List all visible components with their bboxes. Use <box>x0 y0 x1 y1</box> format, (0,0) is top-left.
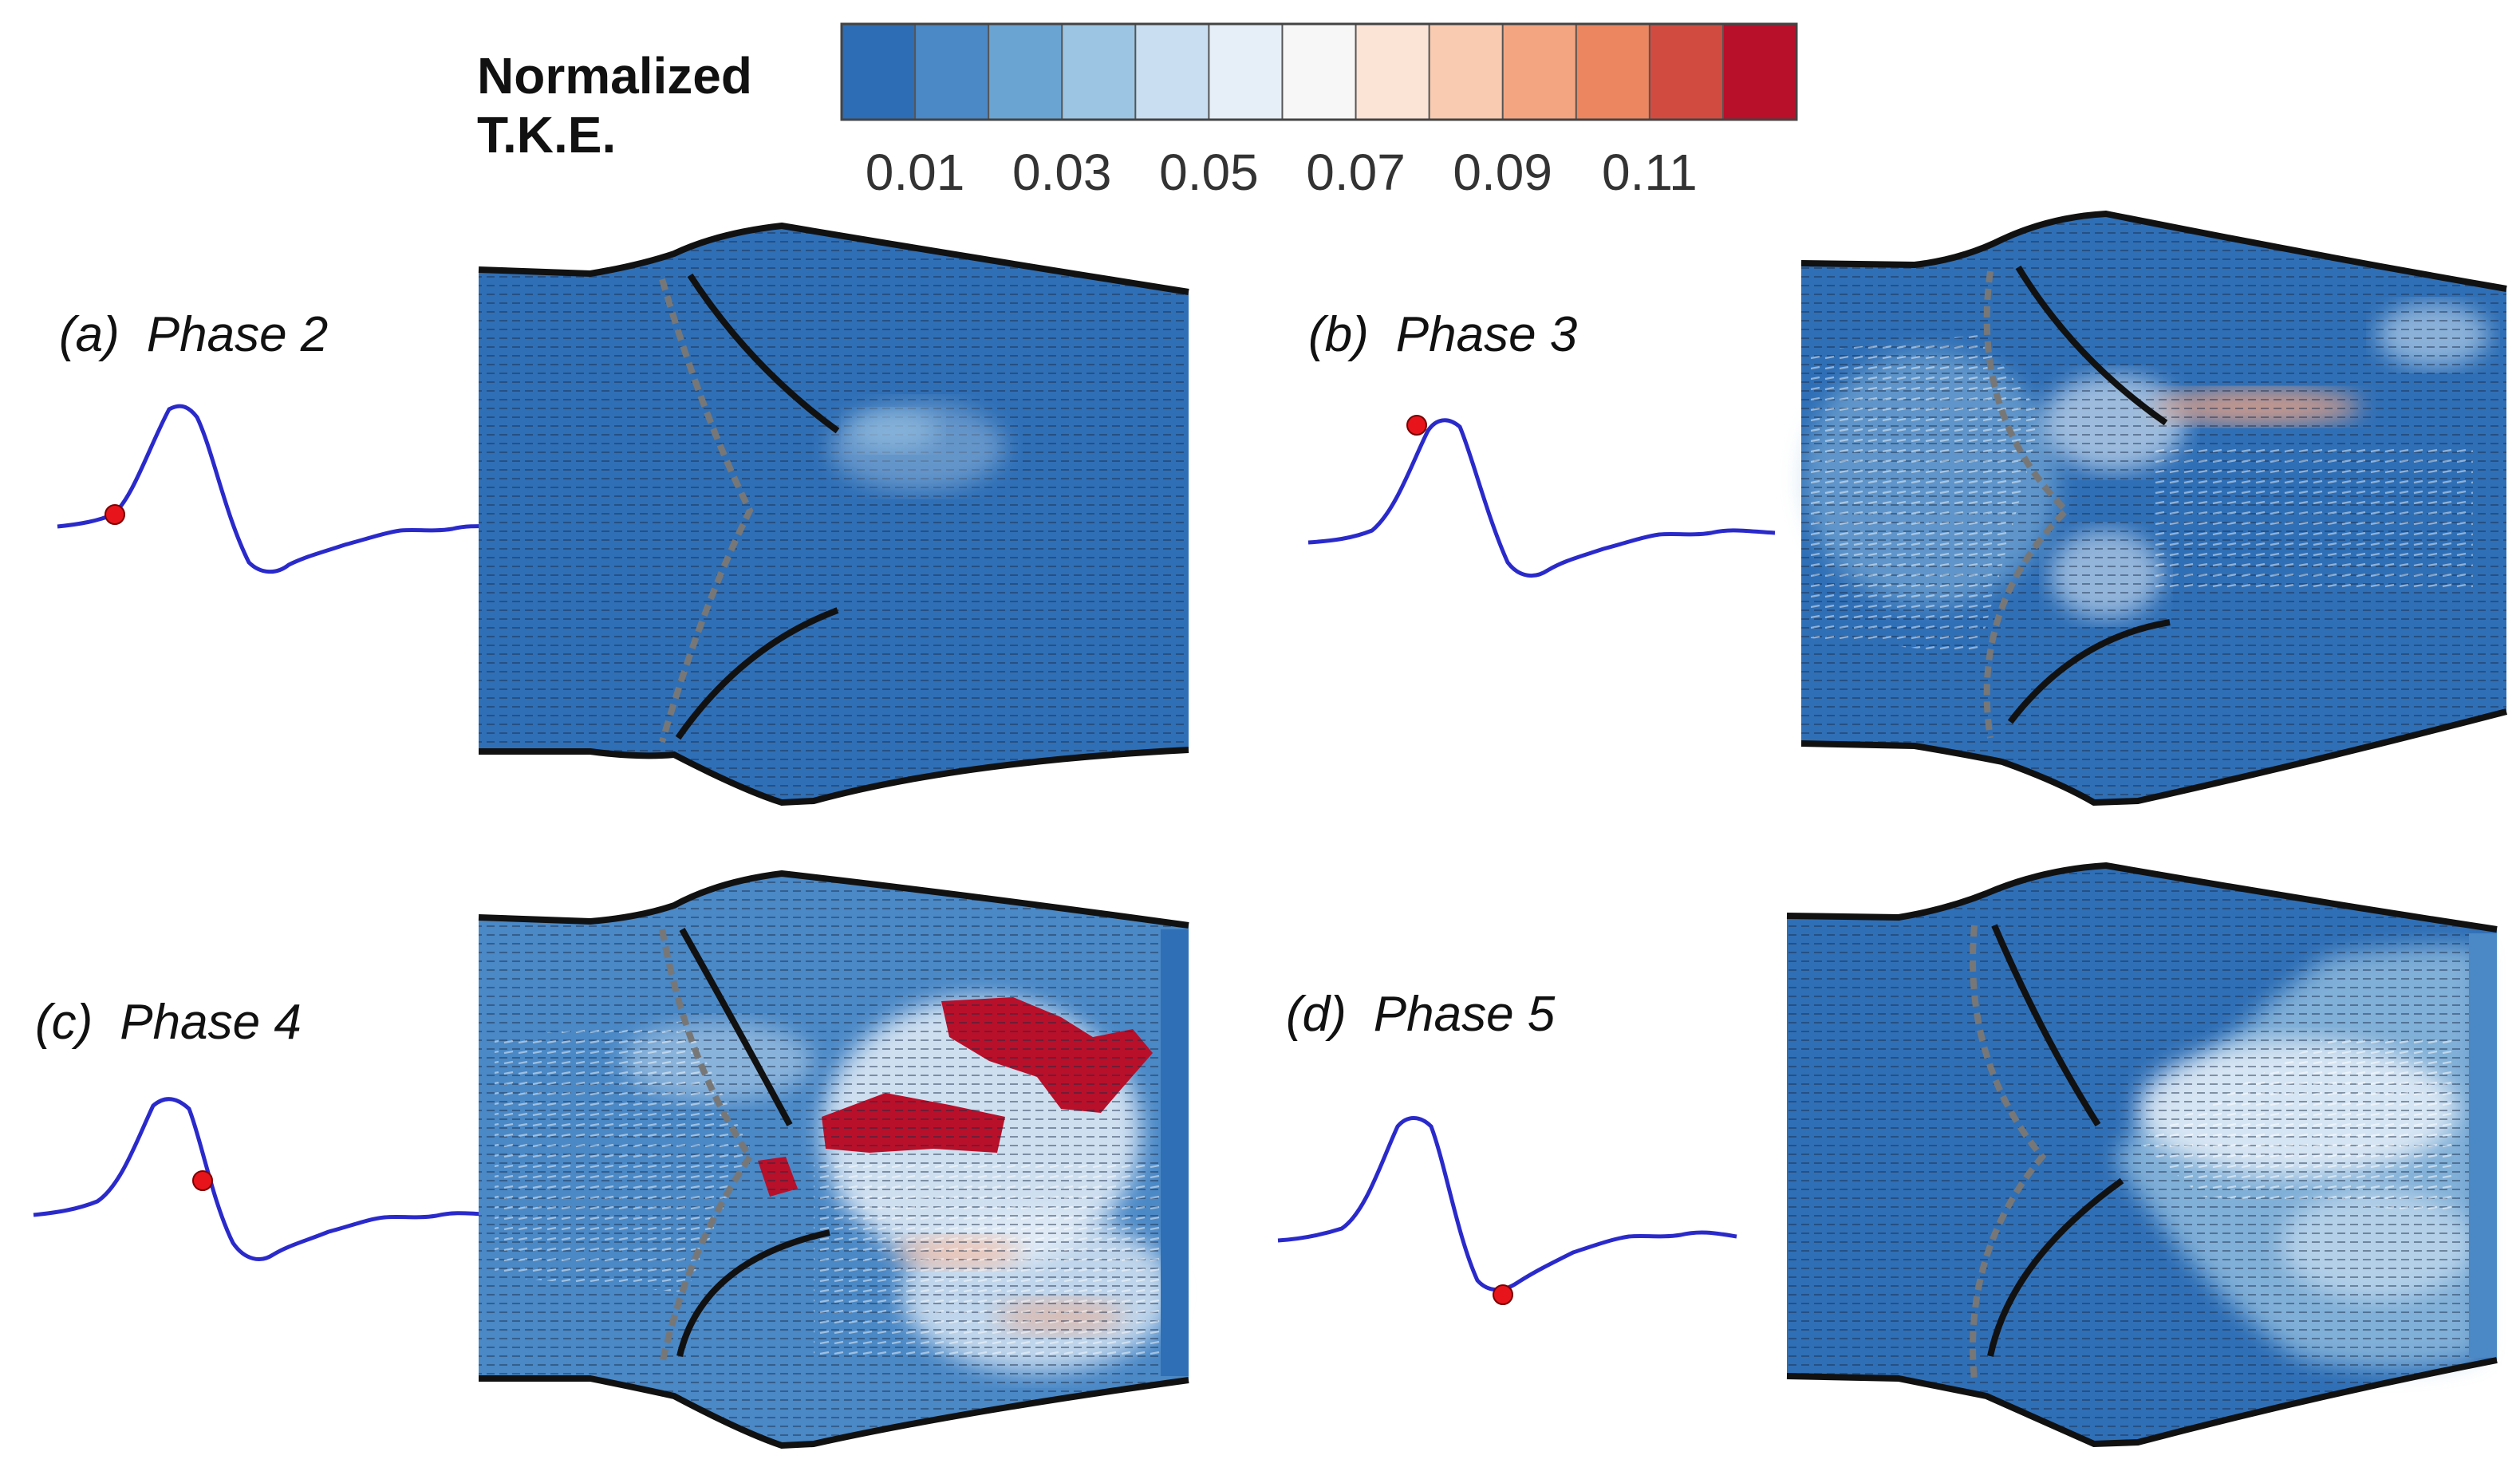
colorbar-swatch <box>1208 23 1284 120</box>
panel-a <box>57 222 1189 807</box>
colorbar-swatch <box>1281 23 1358 120</box>
valve-leaflet <box>1991 924 2101 1127</box>
colorbar-swatch <box>1501 23 1578 120</box>
waveform-a <box>57 404 517 574</box>
panel-b <box>1307 210 2508 807</box>
colorbar-tick-label: 0.09 <box>1453 144 1552 201</box>
valve-leaflet <box>687 273 840 434</box>
vessel-wall <box>478 870 1189 929</box>
waveform-d <box>1277 1116 1737 1305</box>
velocity-vectors <box>1811 335 2473 654</box>
vessel-wall <box>1800 210 2507 292</box>
colorbar-swatch <box>1721 23 1798 120</box>
colorbar-tick-label: 0.01 <box>866 144 965 201</box>
panel-letter: (b) <box>1308 307 1369 362</box>
vessel-wall <box>479 1375 1189 1449</box>
valve-leaflet <box>679 928 793 1126</box>
colorbar-swatch <box>1061 23 1137 120</box>
panel-letter: (a) <box>59 307 120 362</box>
panel-d <box>1277 862 2498 1448</box>
valve-annulus <box>659 929 754 1365</box>
velocity-vectors <box>495 1021 1181 1356</box>
colorbar-swatch <box>1648 23 1725 120</box>
colorbar-tick-label: 0.07 <box>1306 144 1406 201</box>
phase-marker <box>1493 1284 1513 1305</box>
colorbar-swatch <box>1575 23 1651 120</box>
valve-annulus <box>1983 270 2071 739</box>
valve-annulus <box>1970 925 2047 1381</box>
phase-title: Phase 5 <box>1373 987 1556 1042</box>
panel-b-label: (b) Phase 3 <box>1308 306 1604 363</box>
colorbar-swatch <box>1355 23 1431 120</box>
phase-title: Phase 3 <box>1395 307 1578 362</box>
waveform-b <box>1307 415 1776 578</box>
valve-leaflet <box>676 1229 830 1357</box>
velocity-vectors <box>1787 866 2497 1444</box>
waveform-line <box>33 1097 501 1261</box>
phase-title: Phase 2 <box>146 307 329 362</box>
waveform-c <box>33 1097 501 1261</box>
waveform-line <box>57 404 517 574</box>
vessel-wall <box>479 747 1189 807</box>
colorbar-tick-label: 0.11 <box>1602 144 1698 201</box>
phase-marker <box>1406 415 1427 436</box>
valve-leaflet <box>675 607 839 740</box>
panel-letter: (c) <box>35 995 93 1050</box>
colorbar: 0.01 0.03 0.05 0.07 0.09 0.11 <box>840 22 1798 201</box>
vessel-wall <box>1800 708 2508 807</box>
colorbar-title-line1: Normalized <box>477 47 752 105</box>
panel-c <box>33 870 1189 1449</box>
colorbar-tick-label: 0.03 <box>1012 144 1112 201</box>
colorbar-tick-label: 0.05 <box>1159 144 1259 201</box>
outlet-strip <box>2469 933 2497 1358</box>
flow-field-a <box>478 222 1189 807</box>
colorbar-title-line2: T.K.E. <box>477 106 617 164</box>
colorbar-swatch <box>1134 23 1210 120</box>
flow-field-d <box>1786 862 2498 1448</box>
valve-leaflet <box>2007 619 2171 724</box>
phase-title: Phase 4 <box>120 995 302 1050</box>
colorbar-frame <box>840 22 1798 121</box>
colorbar-swatch <box>841 23 917 120</box>
vessel-wall <box>1786 862 2498 933</box>
flow-field-b <box>1800 210 2508 807</box>
colorbar-title: Normalized T.K.E. <box>477 46 752 164</box>
panel-d-label: (d) Phase 5 <box>1286 986 1582 1043</box>
phase-marker <box>192 1170 213 1191</box>
flow-field-c <box>478 870 1189 1449</box>
colorbar-swatch <box>988 23 1063 120</box>
velocity-vectors <box>2138 1037 2457 1213</box>
waveform-line <box>1307 418 1776 578</box>
panel-letter: (d) <box>1286 987 1347 1042</box>
valve-leaflet <box>1987 1177 2124 1357</box>
tke-region <box>850 411 937 451</box>
valve-leaflet <box>2015 265 2168 426</box>
outlet-strip <box>1161 929 1189 1376</box>
colorbar-swatch <box>1428 23 1505 120</box>
phase-marker <box>105 504 125 525</box>
valve-annulus <box>659 278 754 743</box>
velocity-vectors <box>479 226 1189 803</box>
waveform-line <box>1277 1116 1737 1292</box>
panel-c-label: (c) Phase 4 <box>35 994 329 1051</box>
vessel-wall <box>1786 1357 2498 1448</box>
panel-a-label: (a) Phase 2 <box>59 306 355 363</box>
vessel-wall <box>478 222 1189 295</box>
colorbar-swatch <box>914 23 990 120</box>
